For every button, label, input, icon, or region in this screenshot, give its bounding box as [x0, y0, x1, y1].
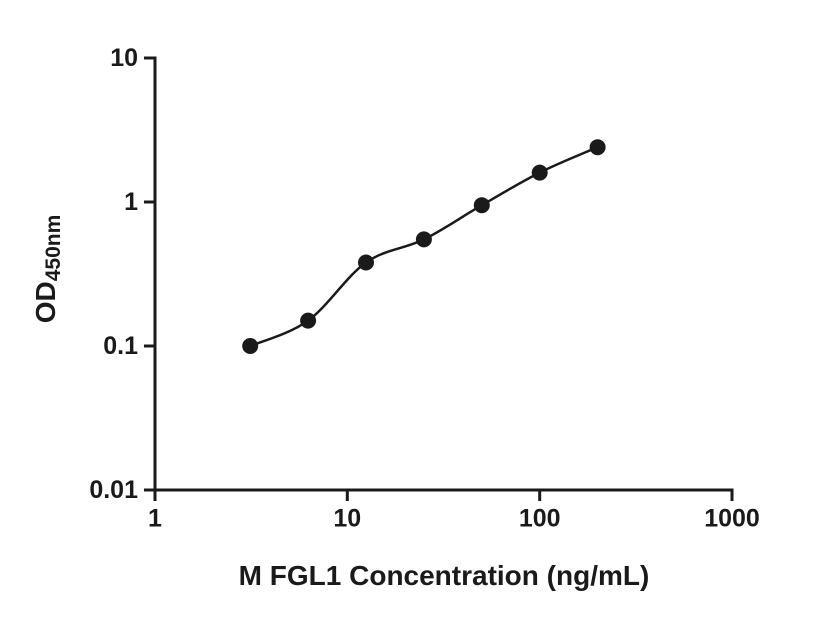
y-axis-tick-label: 1 — [124, 188, 138, 216]
data-point — [531, 164, 548, 181]
y-axis-label-main: OD — [30, 281, 61, 324]
x-axis-tick-label: 1 — [148, 505, 162, 533]
data-point — [415, 231, 432, 248]
y-axis-tick-label: 10 — [110, 44, 138, 72]
y-axis-tick-label: 0.1 — [103, 332, 138, 360]
data-point — [473, 197, 490, 214]
x-axis-label: M FGL1 Concentration (ng/mL) — [238, 560, 650, 591]
y-axis-label-subscript: 450nm — [42, 214, 65, 282]
y-axis-label: OD450nm — [25, 119, 67, 419]
x-axis-tick-label: 100 — [519, 505, 561, 533]
x-axis-tick-label: 1000 — [704, 505, 760, 533]
x-axis-tick-label: 10 — [333, 505, 361, 533]
y-axis-tick-label: 0.01 — [89, 476, 138, 504]
data-point — [589, 139, 606, 156]
data-point — [300, 312, 317, 329]
data-point — [242, 338, 259, 354]
data-point — [358, 254, 374, 271]
